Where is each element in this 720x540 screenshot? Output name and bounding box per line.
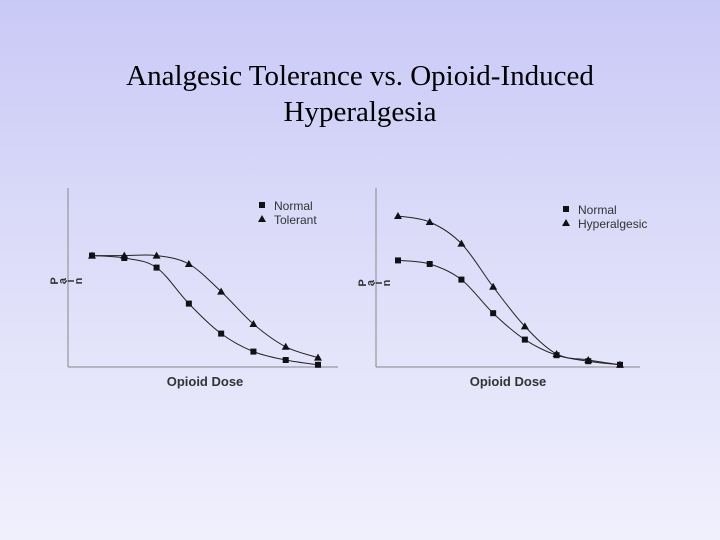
chart1-tolerant-point-5 [217, 287, 226, 295]
chart2-normal-point-3 [458, 276, 465, 283]
chart2-normal-point-1 [395, 257, 401, 264]
chart1-tolerant-point-4 [184, 260, 193, 267]
chart2-series-hyperalgesic-line [397, 215, 621, 366]
chart2-legend-marker-normal [563, 206, 569, 212]
title-line-2: Hyperalgesia [283, 96, 437, 128]
chart2-legend-marker-hyperalgesic [562, 219, 570, 226]
chart1-normal-point-3 [153, 264, 160, 271]
chart1-x-label: Opioid Dose [167, 374, 244, 389]
chart1-normal-point-6 [250, 348, 257, 355]
chart1-tolerant-point-1 [88, 251, 96, 259]
chart2-hyperalgesic-point-4 [489, 282, 498, 290]
chart1-y-label-char-3: i [65, 279, 77, 282]
chart1-y-label-char-2: a [57, 277, 69, 284]
chart2-normal-point-4 [490, 310, 497, 317]
chart1-normal-point-4 [185, 300, 192, 307]
chart1-tolerant-point-3 [152, 251, 161, 259]
chart2-curves [394, 212, 624, 368]
chart2-normal-point-5 [521, 336, 528, 343]
chart2-legend-label-normal: Normal [578, 203, 617, 217]
chart1-tolerant-point-2 [120, 251, 129, 259]
chart1-tolerant-point-8 [314, 353, 322, 361]
chart2-series-normal-line [397, 259, 621, 366]
chart2-hyperalgesic-point-6 [552, 350, 561, 357]
chart2-x-label: Opioid Dose [470, 374, 547, 389]
chart1-legend-label-normal: Normal [274, 199, 313, 213]
chart2-hyperalgesic-point-1 [394, 212, 402, 219]
chart1-legend-label-tolerant: Tolerant [274, 213, 317, 227]
chart1-normal-point-8 [315, 361, 321, 368]
chart2-hyperalgesic-point-5 [520, 322, 529, 330]
chart1-tolerant-point-7 [281, 342, 290, 350]
slide-title: Analgesic Tolerance vs. Opioid-Induced H… [0, 58, 720, 130]
chart2-y-label-char-4: n [381, 279, 393, 286]
chart2-y-label-char-2: a [365, 279, 377, 286]
chart2-hyperalgesic-point-2 [425, 218, 434, 225]
chart1-legend-marker-normal [259, 202, 265, 208]
chart1-y-label-char-4: n [73, 277, 85, 284]
chart2-y-label-char-1: P [357, 279, 369, 286]
chart2-hyperalgesic-point-3 [457, 239, 466, 247]
chart2-hyperalgesic-point-7 [584, 356, 593, 363]
chart1-legend-marker-tolerant [258, 215, 266, 222]
chart2-y-label-char-3: i [373, 281, 385, 284]
chart1-series-tolerant-line [92, 254, 319, 359]
chart2-hyperalgesic-point-8 [616, 360, 624, 368]
chart1-normal-point-5 [218, 330, 225, 337]
chart2-legend-label-hyperalgesic: Hyperalgesic [578, 217, 647, 231]
chart1-y-label-char-1: P [49, 277, 61, 284]
chart1-tolerant-point-6 [249, 320, 258, 327]
chart1-curves [88, 251, 322, 368]
chart1-normal-point-7 [282, 357, 289, 363]
title-line-1: Analgesic Tolerance vs. Opioid-Induced [126, 60, 594, 92]
chart2-normal-point-2 [426, 261, 433, 267]
